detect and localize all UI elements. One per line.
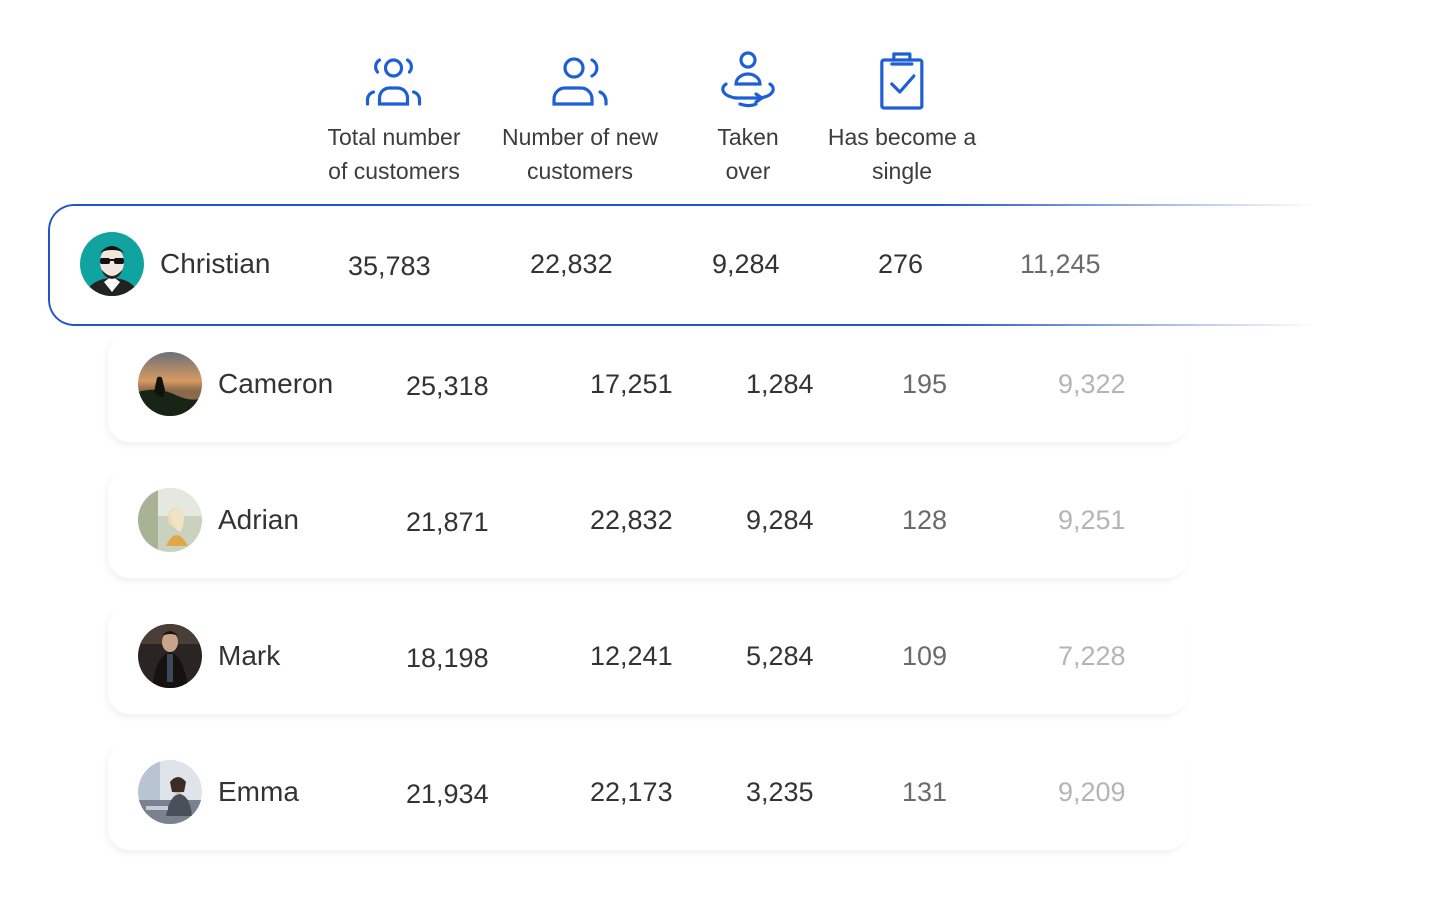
new-customers-icon [502,50,658,112]
cell-extra: 11,245 [1020,249,1101,279]
table-row[interactable] [108,332,1188,442]
cell-new: 22,173 [590,777,673,807]
cell-total: 21,934 [406,779,489,809]
row-name: Emma [218,776,299,807]
table-row-active[interactable] [48,204,1315,326]
row-name: Adrian [218,504,299,535]
cell-total: 18,198 [406,643,489,673]
avatar [138,624,202,688]
row-name: Christian [160,248,271,279]
table-row[interactable] [108,604,1188,714]
cell-extra: 9,209 [1058,777,1126,807]
cell-taken: 9,284 [746,505,814,535]
row-name: Mark [218,640,281,671]
header-taken-over: Taken over [716,50,780,188]
cell-single: 195 [902,369,948,399]
cell-extra: 7,228 [1058,641,1126,671]
header-label: Number of new customers [502,124,658,184]
row-name: Cameron [218,368,334,399]
cell-new: 12,241 [590,641,673,671]
avatar [138,760,202,824]
customers-group-icon [328,50,461,112]
taken-over-icon [716,50,780,112]
cell-extra: 9,322 [1058,369,1126,399]
cell-total: 21,871 [406,507,489,537]
avatar [80,232,144,296]
cell-new: 22,832 [590,505,673,535]
header-has-become-single: Has become a single [828,50,976,188]
cell-taken: 3,235 [746,777,814,807]
header-new-customers: Number of new customers [502,50,658,188]
header-total-customers: Total number of customers [327,50,461,188]
table-row[interactable] [108,740,1188,850]
cell-single: 131 [902,777,948,807]
cell-new: 22,832 [530,249,613,279]
cell-single: 128 [902,505,948,535]
cell-taken: 9,284 [712,249,780,279]
cell-new: 17,251 [590,369,673,399]
cell-total: 35,783 [348,251,431,281]
cell-taken: 5,284 [746,641,814,671]
cell-taken: 1,284 [746,369,814,399]
header-label: Total number of customers [327,124,461,184]
cell-single: 109 [902,641,948,671]
clipboard-check-icon [828,50,976,112]
avatar [138,488,202,552]
header-label: Taken over [717,124,779,184]
avatar [138,352,202,416]
cell-extra: 9,251 [1058,505,1126,535]
table-row[interactable] [108,468,1188,578]
header-label: Has become a single [827,124,977,184]
cell-total: 25,318 [406,371,489,401]
cell-single: 276 [878,249,924,279]
